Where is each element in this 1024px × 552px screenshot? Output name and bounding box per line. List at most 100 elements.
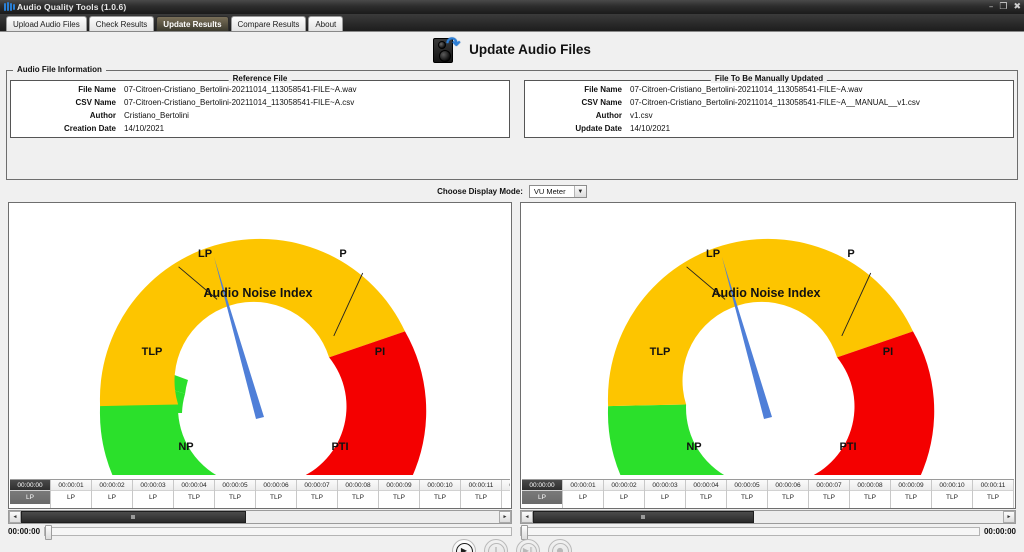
close-icon[interactable]: ✖ — [1013, 1, 1021, 12]
manual-csv-name-label: CSV Name — [581, 98, 622, 107]
svg-text:PTI: PTI — [839, 441, 856, 453]
manual-update-date-value: 14/10/2021 — [630, 124, 671, 133]
timeline-cell[interactable]: 00:00:09 TLP — [891, 480, 932, 508]
reference-timeline[interactable]: 00:00:00 LP 00:00:01 LP 00:00:02 LP 00:00:0… — [10, 479, 510, 508]
svg-text:Audio Noise Index: Audio Noise Index — [203, 286, 312, 300]
manual-seek-slider[interactable] — [520, 524, 980, 540]
manual-seek-row: 00:00:00 — [520, 524, 1016, 540]
timeline-cell[interactable]: 00:00:01 LP — [51, 480, 92, 508]
scrollbar-track[interactable] — [533, 511, 1003, 523]
tab-check-results[interactable]: Check Results — [88, 16, 155, 31]
field-row: File Name 07-Citroen-Cristiano_Bertolini… — [532, 83, 1010, 96]
minimize-icon[interactable]: – — [988, 1, 994, 12]
maximize-icon[interactable]: ❐ — [999, 1, 1008, 12]
tab-about[interactable]: About — [308, 16, 344, 31]
manual-file-fields: File Name 07-Citroen-Cristiano_Bertolini… — [532, 83, 1010, 135]
main-tabbar: Upload Audio Files Check Results Update … — [0, 14, 1024, 32]
svg-text:PI: PI — [375, 346, 385, 358]
timeline-cell[interactable]: 00:00:09 TLP — [379, 480, 420, 508]
svg-text:LP: LP — [706, 248, 720, 260]
manual-timeline[interactable]: 00:00:00 LP 00:00:01 LP 00:00:02 LP 00:00:0… — [522, 479, 1014, 508]
svg-text:NP: NP — [686, 441, 701, 453]
reference-horizontal-scrollbar[interactable]: ◄ ► — [8, 510, 512, 524]
svg-text:TLP: TLP — [650, 346, 671, 358]
reference-seek-row: 00:00:00 — [8, 524, 512, 540]
timeline-cell[interactable]: 00:00:11 TLP — [461, 480, 502, 508]
timeline-cell[interactable]: 00:00:02 LP — [92, 480, 133, 508]
timeline-cell[interactable]: 00:00:04 TLP — [686, 480, 727, 508]
timeline-cell[interactable]: 00:00:07 TLP — [809, 480, 850, 508]
timeline-cell[interactable]: 00:00:00 LP — [10, 480, 51, 508]
timeline-cell[interactable]: 00:00:11 TLP — [973, 480, 1014, 508]
display-mode-row: Choose Display Mode: VU Meter ▼ — [0, 185, 1024, 198]
reference-file-fields: File Name 07-Citroen-Cristiano_Bertolini… — [18, 83, 504, 135]
svg-text:PI: PI — [883, 346, 893, 358]
reference-author-value: Cristiano_Bertolini — [124, 111, 189, 120]
field-row: Author v1.csv — [532, 109, 1010, 122]
scroll-right-icon[interactable]: ► — [1003, 511, 1015, 523]
manual-author-label: Author — [595, 111, 622, 120]
scrollbar-track[interactable] — [21, 511, 499, 523]
svg-text:P: P — [339, 248, 346, 260]
skip-forward-icon: ▶‖ — [522, 546, 534, 552]
reference-current-time: 00:00:00 — [8, 526, 41, 536]
timeline-cell[interactable]: 00:00:12TLP — [502, 480, 510, 508]
svg-text:NP: NP — [178, 441, 193, 453]
manual-update-date-label: Update Date — [575, 124, 622, 133]
timeline-cell[interactable]: 00:00:08 TLP — [850, 480, 891, 508]
display-mode-select[interactable]: VU Meter ▼ — [528, 185, 587, 198]
display-mode-label: Choose Display Mode: — [437, 187, 523, 196]
seek-thumb[interactable] — [45, 524, 53, 540]
field-row: Update Date 14/10/2021 — [532, 122, 1010, 135]
timeline-cell[interactable]: 00:00:10 TLP — [932, 480, 973, 508]
reference-gauge-svg: Audio Noise Index LP P TLP PI NP PTI — [99, 238, 427, 475]
timeline-cell[interactable]: 00:00:10 TLP — [420, 480, 461, 508]
scroll-left-icon[interactable]: ◄ — [521, 511, 533, 523]
timeline-cell[interactable]: 00:00:01 LP — [563, 480, 604, 508]
timeline-cell[interactable]: 00:00:07 TLP — [297, 480, 338, 508]
tab-update-results[interactable]: Update Results — [156, 16, 229, 31]
pause-button[interactable]: ‖ — [484, 539, 508, 552]
timeline-cell[interactable]: 00:00:04 TLP — [174, 480, 215, 508]
scrollbar-thumb[interactable] — [533, 511, 754, 523]
pause-icon: ‖ — [494, 546, 498, 552]
page-header: ↷ Update Audio Files — [0, 32, 1024, 67]
scroll-left-icon[interactable]: ◄ — [9, 511, 21, 523]
reference-creation-date-label: Creation Date — [63, 124, 116, 133]
reference-file-name-label: File Name — [78, 85, 116, 94]
timeline-cell[interactable]: 00:00:05 TLP — [727, 480, 768, 508]
field-row: Author Cristiano_Bertolini — [18, 109, 504, 122]
scrollbar-thumb[interactable] — [21, 511, 246, 523]
stop-button[interactable]: ● — [548, 539, 572, 552]
svg-text:LP: LP — [198, 248, 212, 260]
refresh-arrow-icon: ↷ — [446, 33, 461, 53]
timeline-cell[interactable]: 00:00:05 TLP — [215, 480, 256, 508]
timeline-cell[interactable]: 00:00:03 LP — [133, 480, 174, 508]
timeline-cell[interactable]: 00:00:06 TLP — [768, 480, 809, 508]
svg-text:TLP: TLP — [142, 346, 163, 358]
manual-file-name-value: 07-Citroen-Cristiano_Bertolini-20211014_… — [630, 85, 863, 94]
reference-csv-name-value: 07-Citroen-Cristiano_Bertolini-20211014_… — [124, 98, 355, 107]
manual-horizontal-scrollbar[interactable]: ◄ ► — [520, 510, 1016, 524]
timeline-cell[interactable]: 00:00:02 LP — [604, 480, 645, 508]
reference-creation-date-value: 14/10/2021 — [124, 124, 165, 133]
manual-gauge-chart: Audio Noise Index LP P TLP PI NP PTI — [521, 203, 1015, 478]
manual-author-value: v1.csv — [630, 111, 653, 120]
scroll-right-icon[interactable]: ► — [499, 511, 511, 523]
display-mode-value: VU Meter — [533, 187, 566, 196]
tab-upload-audio-files[interactable]: Upload Audio Files — [6, 16, 87, 31]
svg-text:PTI: PTI — [331, 441, 348, 453]
tab-compare-results[interactable]: Compare Results — [230, 16, 307, 31]
equalizer-icon — [4, 2, 15, 12]
reference-seek-slider[interactable] — [44, 524, 512, 540]
reference-file-name-value: 07-Citroen-Cristiano_Bertolini-20211014_… — [124, 85, 357, 94]
play-button[interactable]: ▶ — [452, 539, 476, 552]
timeline-cell[interactable]: 00:00:08 TLP — [338, 480, 379, 508]
timeline-cell[interactable]: 00:00:06 TLP — [256, 480, 297, 508]
field-row: CSV Name 07-Citroen-Cristiano_Bertolini-… — [532, 96, 1010, 109]
skip-forward-button[interactable]: ▶‖ — [516, 539, 540, 552]
svg-text:P: P — [847, 248, 854, 260]
timeline-cell[interactable]: 00:00:03 LP — [645, 480, 686, 508]
timeline-cell[interactable]: 00:00:00 LP — [522, 480, 563, 508]
chevron-down-icon[interactable]: ▼ — [573, 186, 586, 197]
